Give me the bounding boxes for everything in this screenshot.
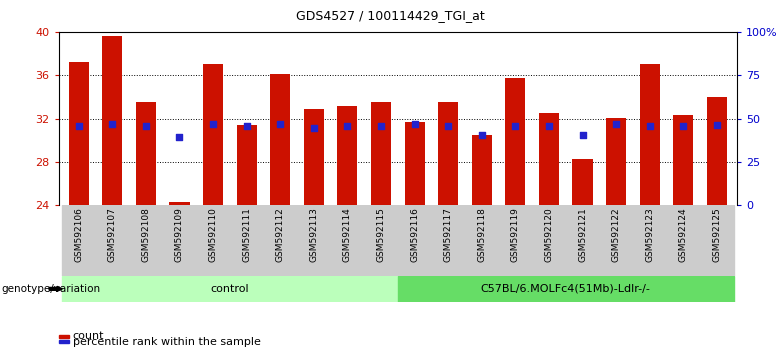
Bar bbox=[236, 125, 257, 205]
Text: GSM592124: GSM592124 bbox=[679, 207, 688, 262]
Bar bbox=[230, 205, 264, 276]
Bar bbox=[640, 64, 660, 205]
Text: GSM592115: GSM592115 bbox=[377, 207, 385, 262]
Text: GSM592125: GSM592125 bbox=[712, 207, 722, 262]
Point bbox=[442, 123, 455, 129]
Bar bbox=[532, 205, 566, 276]
Point bbox=[341, 123, 353, 129]
Bar bbox=[398, 276, 734, 302]
Text: GSM592116: GSM592116 bbox=[410, 207, 419, 262]
Bar bbox=[606, 118, 626, 205]
Bar bbox=[566, 205, 599, 276]
Bar bbox=[337, 105, 357, 205]
Bar bbox=[573, 159, 593, 205]
Bar bbox=[303, 109, 324, 205]
Bar bbox=[438, 102, 459, 205]
Bar bbox=[472, 135, 492, 205]
Bar bbox=[69, 62, 89, 205]
Point bbox=[711, 122, 723, 128]
Bar bbox=[539, 113, 559, 205]
Bar bbox=[297, 205, 331, 276]
Text: GSM592112: GSM592112 bbox=[275, 207, 285, 262]
Bar bbox=[505, 79, 526, 205]
Text: GSM592120: GSM592120 bbox=[544, 207, 554, 262]
Bar bbox=[371, 102, 391, 205]
Text: GSM592113: GSM592113 bbox=[310, 207, 318, 262]
Text: C57BL/6.MOLFc4(51Mb)-Ldlr-/-: C57BL/6.MOLFc4(51Mb)-Ldlr-/- bbox=[480, 284, 651, 294]
Bar bbox=[707, 97, 727, 205]
Bar bbox=[197, 205, 230, 276]
Bar bbox=[599, 205, 633, 276]
Text: GSM592119: GSM592119 bbox=[511, 207, 520, 262]
Text: GSM592109: GSM592109 bbox=[175, 207, 184, 262]
Point bbox=[374, 123, 387, 129]
Text: GSM592123: GSM592123 bbox=[645, 207, 654, 262]
Point bbox=[240, 123, 253, 129]
Text: GSM592118: GSM592118 bbox=[477, 207, 486, 262]
Bar bbox=[163, 205, 197, 276]
Point bbox=[140, 123, 152, 129]
Point bbox=[73, 123, 85, 129]
Point bbox=[173, 134, 186, 140]
Bar bbox=[673, 115, 693, 205]
Text: GDS4527 / 100114429_TGI_at: GDS4527 / 100114429_TGI_at bbox=[296, 9, 484, 22]
Bar bbox=[667, 205, 700, 276]
Bar bbox=[405, 122, 424, 205]
Text: GSM592107: GSM592107 bbox=[108, 207, 117, 262]
Bar bbox=[203, 64, 223, 205]
Point bbox=[106, 121, 119, 127]
Bar bbox=[264, 205, 297, 276]
Bar bbox=[364, 205, 398, 276]
Text: percentile rank within the sample: percentile rank within the sample bbox=[73, 337, 261, 347]
Point bbox=[576, 132, 589, 138]
Text: GSM592114: GSM592114 bbox=[343, 207, 352, 262]
Bar bbox=[136, 102, 156, 205]
Bar bbox=[700, 205, 734, 276]
Point bbox=[610, 121, 622, 127]
Point bbox=[409, 121, 421, 127]
Point bbox=[207, 121, 219, 127]
Text: count: count bbox=[73, 331, 104, 341]
Text: GSM592121: GSM592121 bbox=[578, 207, 587, 262]
Point bbox=[543, 123, 555, 129]
Bar bbox=[62, 205, 95, 276]
Text: GSM592122: GSM592122 bbox=[612, 207, 621, 262]
Bar bbox=[431, 205, 465, 276]
Bar bbox=[95, 205, 129, 276]
Text: GSM592106: GSM592106 bbox=[74, 207, 83, 262]
Text: genotype/variation: genotype/variation bbox=[2, 284, 101, 294]
Bar bbox=[398, 205, 431, 276]
Bar bbox=[169, 202, 190, 205]
Bar bbox=[331, 205, 364, 276]
Bar bbox=[498, 205, 532, 276]
Bar bbox=[62, 276, 398, 302]
Point bbox=[509, 123, 522, 129]
Text: GSM592117: GSM592117 bbox=[444, 207, 452, 262]
Text: GSM592110: GSM592110 bbox=[208, 207, 218, 262]
Point bbox=[644, 123, 656, 129]
Bar bbox=[465, 205, 498, 276]
Point bbox=[476, 132, 488, 138]
Text: GSM592108: GSM592108 bbox=[141, 207, 151, 262]
Bar bbox=[102, 36, 122, 205]
Bar bbox=[129, 205, 163, 276]
Text: control: control bbox=[211, 284, 249, 294]
Text: GSM592111: GSM592111 bbox=[242, 207, 251, 262]
Bar bbox=[633, 205, 667, 276]
Bar bbox=[270, 74, 290, 205]
Point bbox=[677, 123, 690, 129]
Point bbox=[307, 126, 320, 131]
Point bbox=[274, 121, 286, 127]
